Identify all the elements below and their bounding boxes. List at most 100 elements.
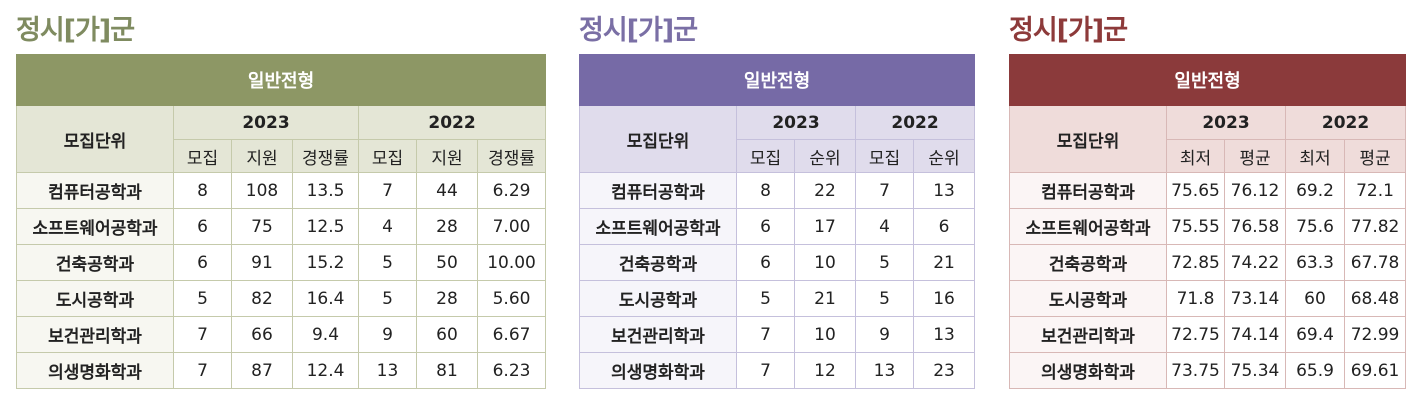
cell: 69.4 bbox=[1285, 316, 1345, 353]
cell: 13 bbox=[912, 172, 976, 209]
cell: 69.2 bbox=[1285, 172, 1345, 209]
cell: 82 bbox=[231, 280, 293, 317]
unit-name: 건축공학과 bbox=[16, 244, 174, 281]
cell: 5 bbox=[855, 280, 914, 317]
unit-name: 건축공학과 bbox=[1009, 244, 1167, 281]
cell: 66 bbox=[231, 316, 293, 353]
cell: 75.6 bbox=[1285, 208, 1345, 245]
cell: 6 bbox=[736, 244, 795, 281]
cell: 10.00 bbox=[476, 244, 547, 281]
cell: 28 bbox=[416, 280, 478, 317]
cell: 5 bbox=[736, 280, 795, 317]
cell: 7 bbox=[736, 352, 795, 389]
cell: 23 bbox=[912, 352, 976, 389]
column-header: 모집 bbox=[736, 139, 795, 173]
table-header: 일반전형 bbox=[1008, 54, 1407, 106]
unit-name: 소프트웨어공학과 bbox=[16, 208, 174, 245]
column-header: 지원 bbox=[416, 139, 478, 173]
cell: 6.23 bbox=[476, 352, 547, 389]
cell: 69.61 bbox=[1343, 352, 1407, 389]
column-header-unit: 모집단위 bbox=[1009, 105, 1167, 173]
cell: 72.99 bbox=[1343, 316, 1407, 353]
year-header: 2023 bbox=[736, 105, 856, 140]
table-row: 건축공학과 72.85 74.22 63.3 67.78 bbox=[1009, 244, 1407, 281]
cell: 87 bbox=[231, 352, 293, 389]
column-header: 지원 bbox=[231, 139, 293, 173]
cell: 7 bbox=[855, 172, 914, 209]
column-header: 최저 bbox=[1166, 139, 1225, 173]
cell: 67.78 bbox=[1343, 244, 1407, 281]
cell: 17 bbox=[794, 208, 856, 245]
cell: 60 bbox=[1285, 280, 1345, 317]
column-header: 모집 bbox=[358, 139, 417, 173]
cell: 22 bbox=[794, 172, 856, 209]
cell: 10 bbox=[794, 244, 856, 281]
cell: 63.3 bbox=[1285, 244, 1345, 281]
cell: 16.4 bbox=[292, 280, 359, 317]
table-row: 컴퓨터공학과 75.65 76.12 69.2 72.1 bbox=[1009, 172, 1407, 209]
unit-name: 의생명화학과 bbox=[1009, 352, 1167, 389]
cell: 8 bbox=[736, 172, 795, 209]
cell: 8 bbox=[173, 172, 232, 209]
cell: 28 bbox=[416, 208, 478, 245]
cell: 12.5 bbox=[292, 208, 359, 245]
year-header: 2022 bbox=[357, 105, 547, 140]
unit-name: 보건관리학과 bbox=[1009, 316, 1167, 353]
competition-rate-table: 일반전형 모집단위 2023 2022 모집 지원 경쟁률 모집 지원 경쟁률 … bbox=[15, 54, 547, 389]
cell: 75.34 bbox=[1224, 352, 1286, 389]
unit-name: 의생명화학과 bbox=[579, 352, 737, 389]
cell: 6 bbox=[912, 208, 976, 245]
unit-name: 컴퓨터공학과 bbox=[16, 172, 174, 209]
cell: 6 bbox=[173, 244, 232, 281]
cell: 75 bbox=[231, 208, 293, 245]
unit-name: 컴퓨터공학과 bbox=[1009, 172, 1167, 209]
cell: 15.2 bbox=[292, 244, 359, 281]
cell: 9 bbox=[358, 316, 417, 353]
cell: 108 bbox=[231, 172, 293, 209]
cell: 75.55 bbox=[1166, 208, 1225, 245]
cell: 44 bbox=[416, 172, 478, 209]
unit-name: 도시공학과 bbox=[1009, 280, 1167, 317]
table-row: 도시공학과 71.8 73.14 60 68.48 bbox=[1009, 280, 1407, 317]
column-header-unit: 모집단위 bbox=[579, 105, 737, 173]
cell: 7.00 bbox=[476, 208, 547, 245]
cell: 6.29 bbox=[476, 172, 547, 209]
table-row: 의생명화학과 7 87 12.4 13 81 6.23 bbox=[16, 352, 547, 389]
table-header: 일반전형 bbox=[578, 54, 976, 106]
cell: 72.1 bbox=[1343, 172, 1407, 209]
cell: 4 bbox=[855, 208, 914, 245]
cell: 75.65 bbox=[1166, 172, 1225, 209]
rank-table: 일반전형 모집단위 2023 2022 모집 순위 모집 순위 컴퓨터공학과 8… bbox=[578, 54, 976, 389]
cell: 74.14 bbox=[1224, 316, 1286, 353]
unit-name: 보건관리학과 bbox=[579, 316, 737, 353]
cell: 73.14 bbox=[1224, 280, 1286, 317]
unit-name: 소프트웨어공학과 bbox=[579, 208, 737, 245]
cell: 12.4 bbox=[292, 352, 359, 389]
cell: 5.60 bbox=[476, 280, 547, 317]
year-header: 2023 bbox=[1166, 105, 1286, 140]
column-header: 순위 bbox=[794, 139, 856, 173]
unit-name: 도시공학과 bbox=[16, 280, 174, 317]
table-row: 건축공학과 6 10 5 21 bbox=[579, 244, 976, 281]
cell: 65.9 bbox=[1285, 352, 1345, 389]
unit-name: 의생명화학과 bbox=[16, 352, 174, 389]
cell: 71.8 bbox=[1166, 280, 1225, 317]
table-row: 소프트웨어공학과 6 75 12.5 4 28 7.00 bbox=[16, 208, 547, 245]
cell: 21 bbox=[912, 244, 976, 281]
section-title: 정시[가]군 bbox=[16, 15, 135, 46]
cell: 5 bbox=[358, 280, 417, 317]
cell: 12 bbox=[794, 352, 856, 389]
cell: 9 bbox=[855, 316, 914, 353]
column-header: 평균 bbox=[1343, 139, 1407, 173]
table-row: 의생명화학과 7 12 13 23 bbox=[579, 352, 976, 389]
column-header: 순위 bbox=[912, 139, 976, 173]
section-title: 정시[가]군 bbox=[579, 15, 698, 46]
cell: 16 bbox=[912, 280, 976, 317]
score-table: 일반전형 모집단위 2023 2022 최저 평균 최저 평균 컴퓨터공학과 7… bbox=[1008, 54, 1407, 389]
cell: 74.22 bbox=[1224, 244, 1286, 281]
column-header: 최저 bbox=[1285, 139, 1345, 173]
unit-name: 컴퓨터공학과 bbox=[579, 172, 737, 209]
table-row: 컴퓨터공학과 8 22 7 13 bbox=[579, 172, 976, 209]
table-row: 소프트웨어공학과 6 17 4 6 bbox=[579, 208, 976, 245]
cell: 7 bbox=[358, 172, 417, 209]
